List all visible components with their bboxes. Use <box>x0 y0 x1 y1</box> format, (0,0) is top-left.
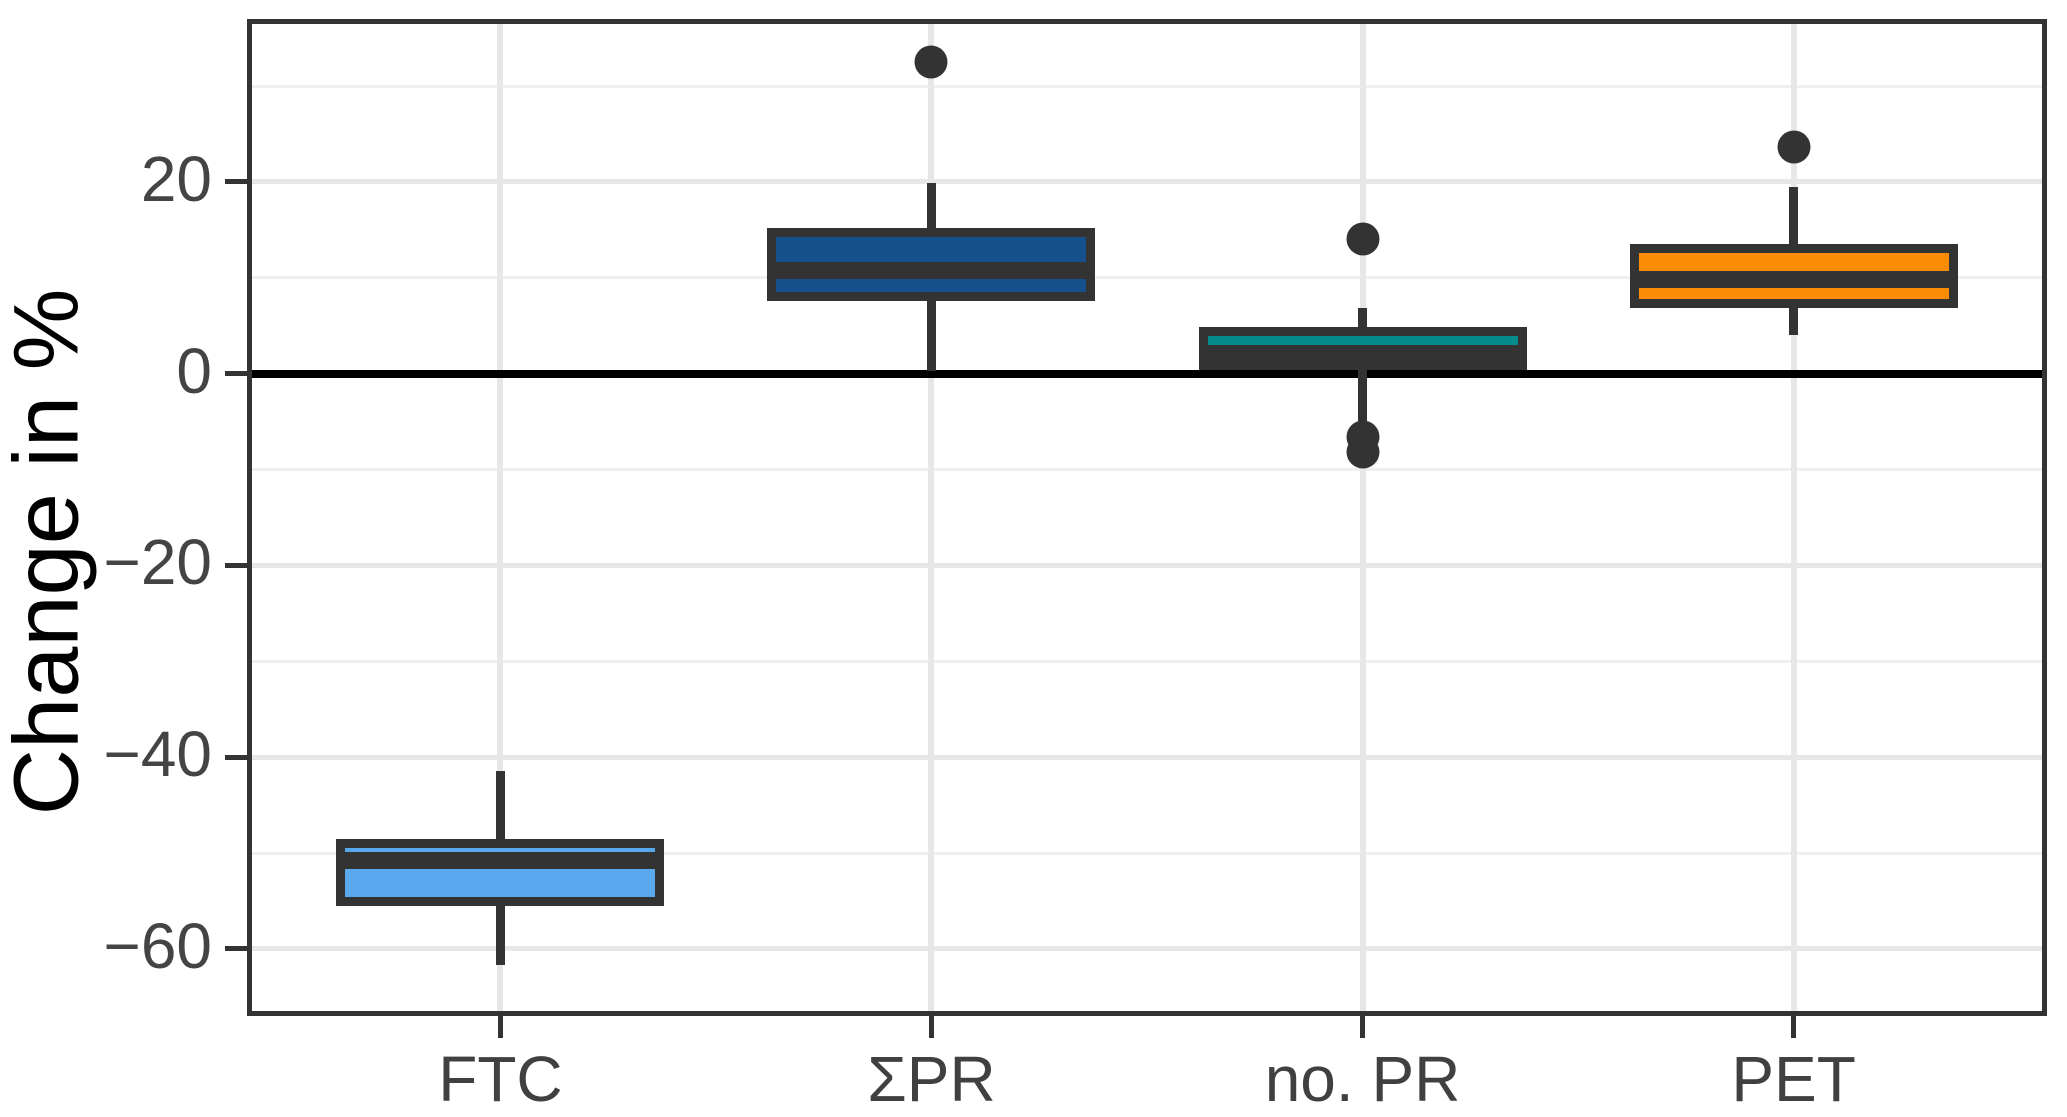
median-line <box>1207 345 1518 363</box>
x-tick-mark <box>1360 1016 1366 1038</box>
x-tick-mark <box>928 1016 934 1038</box>
x-tick-mark <box>1791 1016 1797 1038</box>
major-gridline <box>247 562 2047 568</box>
y-tick-mark <box>225 179 247 185</box>
y-tick-label: 20 <box>140 143 212 216</box>
y-tick-label: −40 <box>103 718 212 791</box>
y-tick-label: −60 <box>103 909 212 982</box>
major-gridline <box>247 754 2047 760</box>
y-tick-label: 0 <box>176 334 212 407</box>
x-tick-label: PET <box>1731 1043 1856 1115</box>
x-tick-label: FTC <box>438 1043 563 1115</box>
x-tick-label: no. PR <box>1264 1043 1461 1115</box>
category-gridline <box>1790 19 1797 1016</box>
y-tick-mark <box>225 754 247 760</box>
outlier-point <box>1346 222 1380 256</box>
median-line <box>1638 271 1949 289</box>
category-gridline <box>928 19 935 1016</box>
box-ftc <box>336 838 665 906</box>
outlier-point <box>1777 130 1811 164</box>
outlier-point <box>1346 435 1380 469</box>
major-gridline <box>247 179 2047 185</box>
y-tick-mark <box>225 946 247 952</box>
zero-reference-line <box>247 369 2047 378</box>
minor-gridline <box>247 84 2047 88</box>
y-tick-label: −20 <box>103 526 212 599</box>
x-tick-mark <box>497 1016 503 1038</box>
minor-gridline <box>247 659 2047 663</box>
y-tick-mark <box>225 562 247 568</box>
median-line <box>776 261 1087 279</box>
category-gridline <box>1359 19 1366 1016</box>
outlier-point <box>914 45 948 79</box>
minor-gridline <box>247 276 2047 280</box>
plot-panel <box>247 19 2047 1016</box>
category-gridline <box>497 19 504 1016</box>
median-line <box>345 852 656 870</box>
major-gridline <box>247 946 2047 952</box>
x-tick-label: ΣPR <box>867 1043 996 1115</box>
minor-gridline <box>247 851 2047 855</box>
minor-gridline <box>247 468 2047 472</box>
y-tick-mark <box>225 371 247 377</box>
